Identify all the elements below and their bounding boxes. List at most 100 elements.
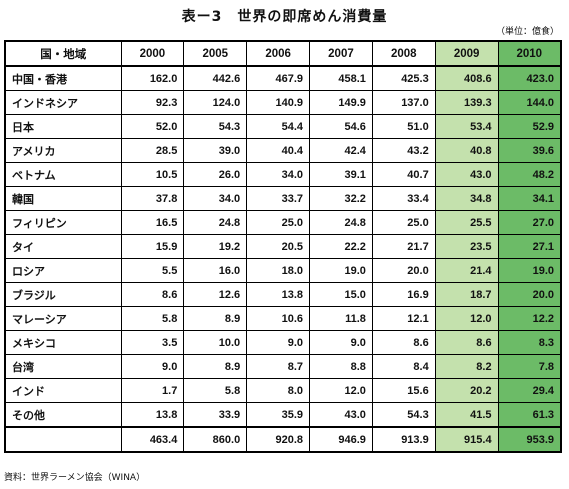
table-row: インド 1.7 5.8 8.0 12.0 15.6 20.2 29.4 [4,378,562,403]
value-cell: 54.3 [183,114,248,139]
value-cell: 8.8 [309,354,373,379]
country-name: ロシア [4,258,122,283]
country-name: インドネシア [4,90,122,115]
total-label [4,426,122,453]
year-header: 2010 [497,40,562,67]
table-row: ロシア 5.5 16.0 18.0 19.0 20.0 21.4 19.0 [4,258,562,283]
value-cell: 21.7 [371,234,436,259]
value-cell: 10.5 [120,162,185,187]
value-cell: 41.5 [434,402,499,428]
value-cell: 43.2 [371,138,436,163]
value-cell: 16.0 [183,258,248,283]
value-cell: 10.0 [183,330,248,355]
value-cell: 39.0 [183,138,248,163]
value-cell: 5.8 [120,306,185,331]
value-cell: 42.4 [309,138,373,163]
value-cell: 144.0 [497,90,562,115]
value-cell: 19.0 [309,258,373,283]
value-cell: 52.0 [120,114,185,139]
value-cell: 34.0 [183,186,248,211]
value-cell: 39.1 [309,162,373,187]
value-cell: 51.0 [371,114,436,139]
value-cell: 8.6 [434,330,499,355]
year-header: 2008 [371,40,436,67]
value-cell: 54.3 [371,402,436,428]
consumption-table: 国・地域 2000 2005 2006 2007 2008 2009 2010 … [4,40,562,453]
value-cell: 39.6 [497,138,562,163]
value-cell: 18.0 [246,258,311,283]
country-name: インド [4,378,122,403]
value-cell: 15.0 [309,282,373,307]
value-cell: 19.2 [183,234,248,259]
value-cell: 40.7 [371,162,436,187]
table-row: タイ 15.9 19.2 20.5 22.2 21.7 23.5 27.1 [4,234,562,259]
value-cell: 40.4 [246,138,311,163]
value-cell: 458.1 [309,65,373,91]
value-cell: 8.0 [246,378,311,403]
value-cell: 423.0 [497,65,562,91]
total-cell: 953.9 [497,426,562,453]
value-cell: 467.9 [246,65,311,91]
country-name: フィリピン [4,210,122,235]
unit-note: （単位：億食） [495,27,559,37]
value-cell: 26.0 [183,162,248,187]
country-name: メキシコ [4,330,122,355]
value-cell: 25.0 [246,210,311,235]
value-cell: 140.9 [246,90,311,115]
value-cell: 48.2 [497,162,562,187]
value-cell: 34.8 [434,186,499,211]
total-cell: 920.8 [246,426,311,453]
value-cell: 43.0 [434,162,499,187]
value-cell: 61.3 [497,402,562,428]
value-cell: 53.4 [434,114,499,139]
header-row: 国・地域 2000 2005 2006 2007 2008 2009 2010 [4,40,562,67]
source-note: 資料：世界ラーメン協会（WINA） [4,473,146,483]
value-cell: 33.9 [183,402,248,428]
table-row: ベトナム 10.5 26.0 34.0 39.1 40.7 43.0 48.2 [4,162,562,187]
value-cell: 12.6 [183,282,248,307]
total-cell: 860.0 [183,426,248,453]
total-cell: 946.9 [309,426,373,453]
value-cell: 5.5 [120,258,185,283]
value-cell: 43.0 [309,402,373,428]
year-header: 2005 [183,40,248,67]
value-cell: 12.2 [497,306,562,331]
value-cell: 25.0 [371,210,436,235]
country-name: その他 [4,402,122,428]
value-cell: 21.4 [434,258,499,283]
value-cell: 9.0 [309,330,373,355]
value-cell: 8.7 [246,354,311,379]
value-cell: 8.2 [434,354,499,379]
value-cell: 5.8 [183,378,248,403]
value-cell: 149.9 [309,90,373,115]
value-cell: 13.8 [120,402,185,428]
value-cell: 54.4 [246,114,311,139]
total-cell: 463.4 [120,426,185,453]
table-row: ブラジル 8.6 12.6 13.8 15.0 16.9 18.7 20.0 [4,282,562,307]
value-cell: 16.5 [120,210,185,235]
value-cell: 20.0 [371,258,436,283]
country-name: マレーシア [4,306,122,331]
value-cell: 27.1 [497,234,562,259]
value-cell: 40.8 [434,138,499,163]
country-name: タイ [4,234,122,259]
value-cell: 54.6 [309,114,373,139]
value-cell: 35.9 [246,402,311,428]
value-cell: 16.9 [371,282,436,307]
value-cell: 12.0 [434,306,499,331]
value-cell: 8.9 [183,306,248,331]
value-cell: 92.3 [120,90,185,115]
value-cell: 33.4 [371,186,436,211]
table-row: 韓国 37.8 34.0 33.7 32.2 33.4 34.8 34.1 [4,186,562,211]
table-row: その他 13.8 33.9 35.9 43.0 54.3 41.5 61.3 [4,402,562,428]
value-cell: 28.5 [120,138,185,163]
country-name: ブラジル [4,282,122,307]
total-cell: 913.9 [371,426,436,453]
table-title: 表ー3 世界の即席めん消費量 [181,9,388,25]
country-name: アメリカ [4,138,122,163]
value-cell: 1.7 [120,378,185,403]
value-cell: 20.0 [497,282,562,307]
value-cell: 408.6 [434,65,499,91]
value-cell: 124.0 [183,90,248,115]
value-cell: 24.8 [183,210,248,235]
